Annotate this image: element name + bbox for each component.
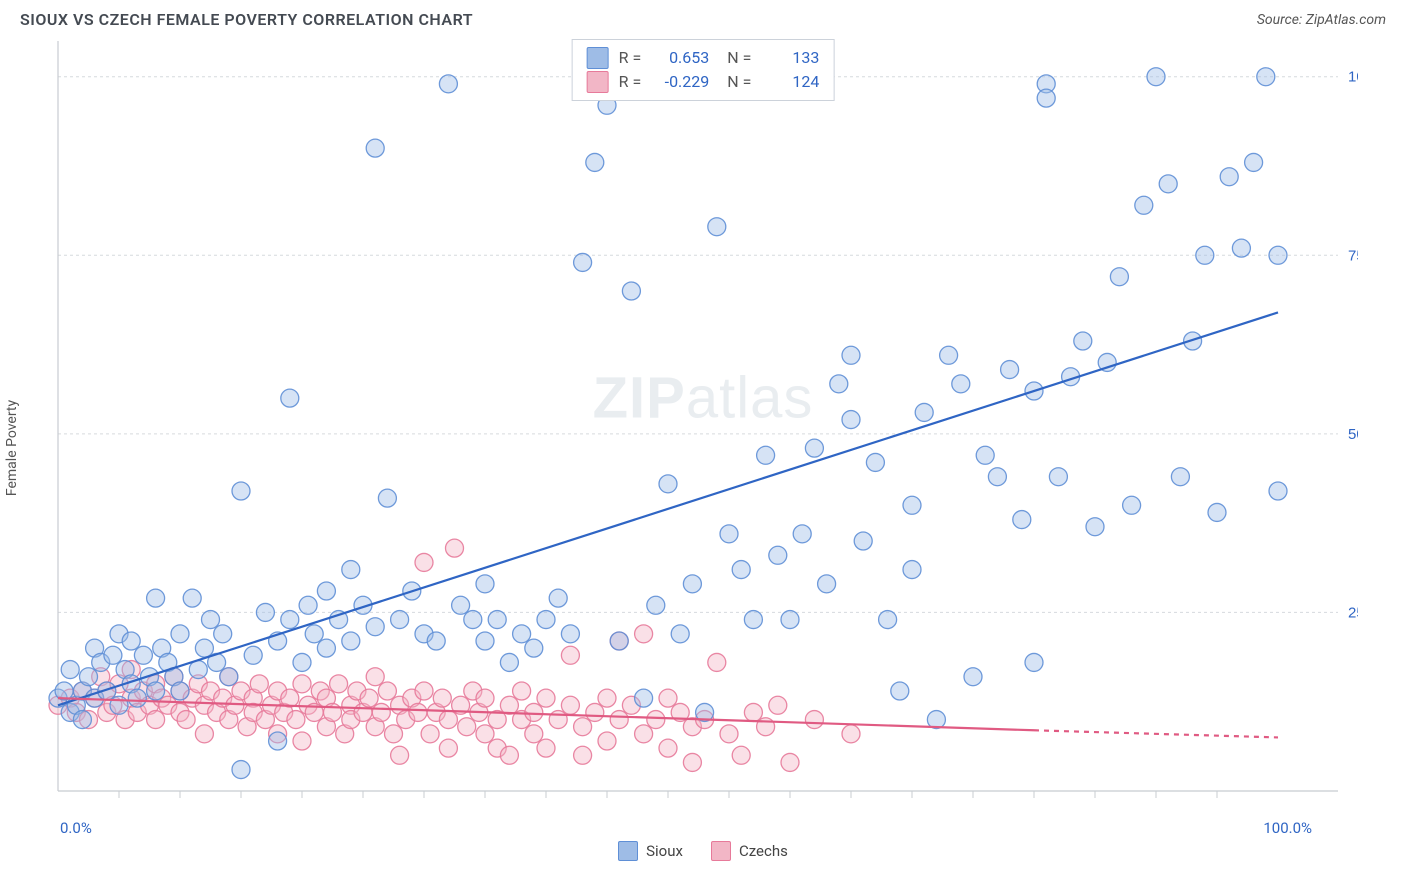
stats-row-czechs: R = -0.229 N = 124: [587, 70, 820, 94]
chart-container: Female Poverty 25.0%50.0%75.0%100.0% ZIP…: [18, 35, 1388, 861]
r-value: -0.229: [651, 70, 709, 94]
swatch-icon: [587, 71, 609, 93]
svg-text:25.0%: 25.0%: [1348, 604, 1358, 621]
legend-item-sioux: Sioux: [618, 841, 683, 861]
swatch-icon: [587, 47, 609, 69]
n-value: 133: [761, 46, 819, 70]
x-axis-max: 100.0%: [1263, 819, 1312, 837]
n-label: N =: [719, 70, 751, 94]
x-axis-min: 0.0%: [60, 819, 92, 837]
legend-label: Sioux: [646, 842, 683, 860]
swatch-icon: [711, 841, 731, 861]
svg-text:75.0%: 75.0%: [1348, 247, 1358, 264]
legend-item-czechs: Czechs: [711, 841, 788, 861]
series-legend: Sioux Czechs: [18, 841, 1388, 861]
y-axis-label: Female Poverty: [4, 400, 20, 496]
r-label: R =: [619, 70, 642, 94]
chart-title: SIOUX VS CZECH FEMALE POVERTY CORRELATIO…: [20, 10, 473, 29]
chart-source: Source: ZipAtlas.com: [1257, 12, 1386, 28]
swatch-icon: [618, 841, 638, 861]
stats-legend-box: R = 0.653 N = 133 R = -0.229 N = 124: [572, 39, 835, 101]
x-axis-labels: 0.0% 100.0%: [54, 815, 1318, 837]
n-value: 124: [761, 70, 819, 94]
correlation-scatter-chart: 25.0% 50.0% 75.0% 100.0%: [18, 35, 1358, 815]
svg-text:50.0%: 50.0%: [1348, 426, 1358, 443]
legend-label: Czechs: [739, 842, 788, 860]
chart-header: SIOUX VS CZECH FEMALE POVERTY CORRELATIO…: [0, 0, 1406, 35]
svg-text:100.0%: 100.0%: [1348, 69, 1358, 86]
r-label: R =: [619, 46, 642, 70]
n-label: N =: [719, 46, 751, 70]
r-value: 0.653: [651, 46, 709, 70]
stats-row-sioux: R = 0.653 N = 133: [587, 46, 820, 70]
